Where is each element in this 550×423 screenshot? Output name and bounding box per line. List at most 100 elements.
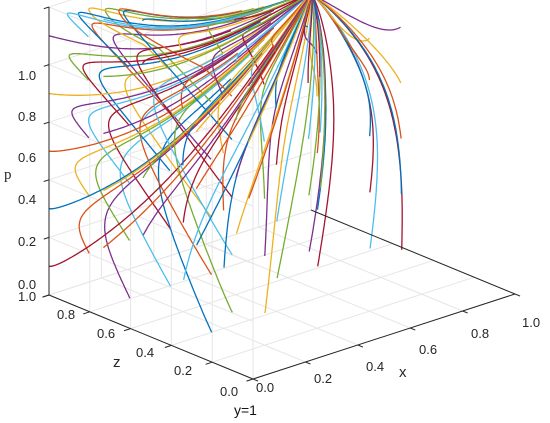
grid-line [48, 151, 312, 238]
trajectory-line [307, 0, 316, 140]
p-axis-label: p [4, 167, 12, 183]
grid-line [212, 276, 475, 363]
trajectory-line [48, 44, 275, 267]
trajectory-line [271, 0, 307, 52]
trajectory-line [66, 5, 273, 38]
trajectory-line [103, 0, 307, 192]
trajectory-line [318, 0, 403, 195]
trajectory-line [207, 0, 296, 54]
trajectory-line [107, 34, 258, 229]
trajectory-line [118, 8, 243, 97]
z-tick-mark [164, 344, 172, 349]
x-tick-mark [357, 344, 364, 348]
x-tick-mark [252, 378, 259, 382]
trajectory-line [48, 9, 275, 50]
x-tick-label: 0.4 [366, 359, 384, 374]
grid-line [258, 226, 463, 312]
trajectory-line [318, 0, 402, 139]
x-tick-label: 0.6 [419, 342, 437, 357]
z-tick-mark [83, 311, 90, 315]
x-tick-label: 1.0 [522, 315, 540, 330]
trajectory-line [74, 32, 271, 196]
trajectory-line [173, 82, 233, 313]
trajectory-line [136, 29, 233, 198]
trajectory-line [68, 12, 272, 81]
z-tick-mark [205, 361, 213, 365]
p-tick-label: 0.2 [18, 234, 36, 249]
x-axis-line [252, 293, 516, 380]
trajectory-line [195, 0, 307, 133]
p-axis-ticks: 0.0 0.2 0.4 0.6 0.8 1.0 [18, 68, 36, 292]
grid-line [206, 243, 411, 329]
grid-line [48, 236, 254, 322]
x-tick-mark [462, 310, 468, 314]
z-tick-label: 1.0 [18, 289, 36, 304]
trajectory-line [211, 0, 303, 97]
trajectory-line [141, 0, 290, 22]
p-tick-mark [43, 64, 50, 67]
grid-line [48, 64, 254, 150]
grid-line [48, 0, 250, 66]
p-tick-mark [43, 236, 50, 240]
trajectory-layer [48, 0, 403, 333]
trajectory-line [319, 0, 402, 84]
z-tick-label: 0.6 [97, 326, 115, 341]
x-tick-mark [514, 293, 521, 297]
z-axis-ticks: 0.0 0.2 0.4 0.6 0.8 1.0 [18, 289, 238, 399]
trajectory-line [142, 0, 300, 64]
z-axis-label: z [113, 354, 121, 371]
floor-edge-line [310, 209, 516, 295]
x-tick-label: 0.0 [256, 380, 274, 395]
trajectory-line [153, 53, 233, 256]
trajectory-line [234, 0, 297, 21]
trajectory-line [195, 0, 309, 189]
trajectory-line [77, 5, 270, 68]
trajectory-line [48, 18, 275, 96]
p-tick-mark [43, 179, 50, 182]
trajectory-line [248, 0, 311, 199]
p-tick-label: 0.4 [18, 192, 36, 207]
z-tick-label: 0.2 [174, 363, 192, 378]
trajectory-line [98, 21, 262, 172]
p-tick-label: 0.6 [18, 150, 36, 165]
trajectory-line [307, 0, 313, 83]
p-tick-label: 0.0 [18, 277, 36, 292]
trajectory-line [234, 0, 305, 64]
z-tick-mark [123, 328, 131, 332]
x-tick-label: 0.2 [314, 371, 332, 386]
grid-line [48, 121, 254, 207]
trajectory-line [248, 0, 310, 143]
grid-line [89, 226, 352, 313]
trajectory-line [247, 0, 308, 87]
trajectory-line [71, 22, 272, 139]
trajectory-line [195, 0, 304, 76]
z-tick-mark [42, 294, 50, 298]
grid-line [171, 259, 434, 346]
trajectory-line [157, 78, 232, 333]
trajectory-line [321, 0, 401, 31]
p-tick-mark [43, 121, 50, 125]
trajectory-line [78, 42, 270, 254]
z-axis-line [48, 294, 254, 380]
grid-line [130, 243, 393, 330]
trajectory-line [247, 0, 302, 31]
x-tick-label: 0.8 [471, 326, 489, 341]
p-tick-label: 1.0 [18, 68, 36, 83]
x-tick-mark [410, 327, 416, 331]
axis-layer [42, 6, 521, 382]
trajectory-line [313, 0, 321, 22]
trajectory-line [119, 50, 254, 287]
trajectory-line [276, 0, 313, 222]
p-tick-label: 0.8 [18, 109, 36, 124]
x-tick-mark [305, 361, 311, 365]
grid-line [101, 277, 306, 363]
grid-line [48, 209, 312, 296]
condition-annotation: y=1 [234, 402, 257, 418]
trajectory-line [313, 0, 335, 267]
z-tick-label: 0.0 [220, 384, 238, 399]
p-tick-mark [43, 6, 50, 10]
trajectory-line [316, 0, 371, 81]
x-axis-label: x [399, 364, 407, 381]
